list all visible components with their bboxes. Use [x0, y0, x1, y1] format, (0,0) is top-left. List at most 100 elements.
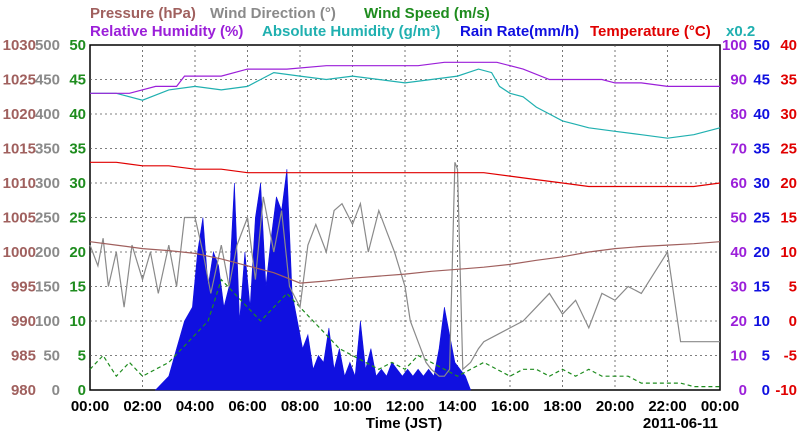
legend-absolute-humidity: Absolute Humidity (g/m³) — [262, 23, 440, 40]
pressure-tick-label: 985 — [11, 348, 36, 365]
x-tick-label: 02:00 — [123, 398, 161, 415]
wind-speed-tick-label: 25 — [69, 210, 86, 227]
wind-speed-tick-label: 5 — [78, 348, 86, 365]
pressure-tick-label: 1015 — [3, 141, 36, 158]
legend-temperature: Temperature (°C) — [590, 23, 711, 40]
rain-rate-tick-label: 15 — [753, 279, 770, 296]
temperature-tick-label: 0 — [789, 313, 797, 330]
wind-speed-tick-label: 35 — [69, 141, 86, 158]
relative-humidity-tick-label: 40 — [730, 244, 747, 261]
rain-rate-series — [154, 169, 472, 391]
temperature-tick-label: 25 — [780, 141, 797, 158]
wind-speed-series — [89, 278, 720, 388]
wind-direction-tick-label: 300 — [35, 175, 60, 192]
relative-humidity-tick-label: 60 — [730, 175, 747, 192]
pressure-tick-label: 980 — [11, 382, 36, 399]
rain-rate-tick-label: 10 — [753, 313, 770, 330]
wind-speed-tick-label: 45 — [69, 72, 86, 89]
pressure-axis: 1030 1025 1020 1015 1010 1005 1000 995 990 985 980 — [3, 37, 36, 399]
x-tick-label: 06:00 — [228, 398, 266, 415]
absolute-humidity-series — [90, 68, 721, 139]
rain-rate-tick-label: 35 — [753, 141, 770, 158]
wind-speed-tick-label: 50 — [69, 37, 86, 54]
wind-speed-tick-label: 0 — [78, 382, 86, 399]
relative-humidity-tick-label: 50 — [730, 210, 747, 227]
relative-humidity-tick-label: 100 — [722, 37, 747, 54]
temperature-series — [90, 161, 721, 188]
rain-rate-tick-label: 45 — [753, 72, 770, 89]
temperature-tick-label: 20 — [780, 175, 797, 192]
date-label: 2011-06-11 — [643, 415, 718, 432]
pressure-tick-label: 990 — [11, 313, 36, 330]
wind-speed-tick-label: 30 — [69, 175, 86, 192]
wind-direction-tick-label: 150 — [35, 279, 60, 296]
pressure-tick-label: 1020 — [3, 106, 36, 123]
rain-rate-tick-label: 30 — [753, 175, 770, 192]
x-tick-label: 20:00 — [596, 398, 634, 415]
legend-pressure: Pressure (hPa) — [90, 5, 196, 22]
rain-rate-tick-label: 0 — [762, 382, 770, 399]
legend-rain-scale-note: x0.2 — [726, 23, 755, 40]
relative-humidity-tick-label: 0 — [739, 382, 747, 399]
temperature-axis: 40 35 30 25 20 15 10 5 0 -5 -10 — [775, 37, 797, 399]
x-tick-label: 16:00 — [491, 398, 529, 415]
pressure-tick-label: 995 — [11, 279, 36, 296]
pressure-tick-label: 1030 — [3, 37, 36, 54]
x-tick-label: 00:00 — [701, 398, 739, 415]
rain-rate-tick-label: 50 — [753, 37, 770, 54]
relative-humidity-tick-label: 10 — [730, 348, 747, 365]
temperature-tick-label: 35 — [780, 72, 797, 89]
wind-direction-tick-label: 250 — [35, 210, 60, 227]
wind-speed-tick-label: 10 — [69, 313, 86, 330]
temperature-tick-label: -5 — [784, 348, 797, 365]
wind-speed-tick-label: 20 — [69, 244, 86, 261]
wind-direction-series — [89, 162, 720, 377]
wind-direction-tick-label: 400 — [35, 106, 60, 123]
relative-humidity-tick-label: 90 — [730, 72, 747, 89]
plot-area — [89, 44, 721, 391]
pressure-tick-label: 1005 — [3, 210, 36, 227]
temperature-tick-label: 40 — [780, 37, 797, 54]
x-tick-label: 12:00 — [386, 398, 424, 415]
legend-wind-speed: Wind Speed (m/s) — [364, 5, 490, 22]
wind-direction-tick-label: 100 — [35, 313, 60, 330]
wind-direction-tick-label: 500 — [35, 37, 60, 54]
wind-direction-tick-label: 200 — [35, 244, 60, 261]
temperature-tick-label: 15 — [780, 210, 797, 227]
relative-humidity-tick-label: 20 — [730, 313, 747, 330]
wind-direction-tick-label: 450 — [35, 72, 60, 89]
rain-rate-tick-label: 20 — [753, 244, 770, 261]
x-tick-label: 04:00 — [176, 398, 214, 415]
temperature-tick-label: 5 — [789, 279, 797, 296]
x-tick-label: 10:00 — [333, 398, 371, 415]
rain-rate-tick-label: 25 — [753, 210, 770, 227]
x-tick-label: 08:00 — [281, 398, 319, 415]
x-tick-label: 14:00 — [438, 398, 476, 415]
x-tick-label: 18:00 — [543, 398, 581, 415]
wind-speed-tick-label: 40 — [69, 106, 86, 123]
pressure-tick-label: 1000 — [3, 244, 36, 261]
relative-humidity-series — [90, 61, 720, 94]
legend-relative-humidity: Relative Humidity (%) — [90, 23, 243, 40]
relative-humidity-tick-label: 70 — [730, 141, 747, 158]
pressure-tick-label: 1025 — [3, 72, 36, 89]
x-tick-label: 00:00 — [71, 398, 109, 415]
temperature-tick-label: 10 — [780, 244, 797, 261]
wind-direction-tick-label: 350 — [35, 141, 60, 158]
pressure-tick-label: 1010 — [3, 175, 36, 192]
x-axis-label: Time (JST) — [366, 415, 442, 432]
rain-rate-tick-label: 5 — [762, 348, 770, 365]
rain-rate-tick-label: 40 — [753, 106, 770, 123]
relative-humidity-tick-label: 80 — [730, 106, 747, 123]
legend-rain-rate: Rain Rate(mm/h) — [460, 23, 579, 40]
wind-speed-tick-label: 15 — [69, 279, 86, 296]
wind-direction-tick-label: 50 — [43, 348, 60, 365]
temperature-tick-label: 30 — [780, 106, 797, 123]
temperature-tick-label: -10 — [775, 382, 797, 399]
time-axis: 00:00 02:00 04:00 06:00 08:00 10:00 12:00 14:00… — [71, 398, 739, 415]
